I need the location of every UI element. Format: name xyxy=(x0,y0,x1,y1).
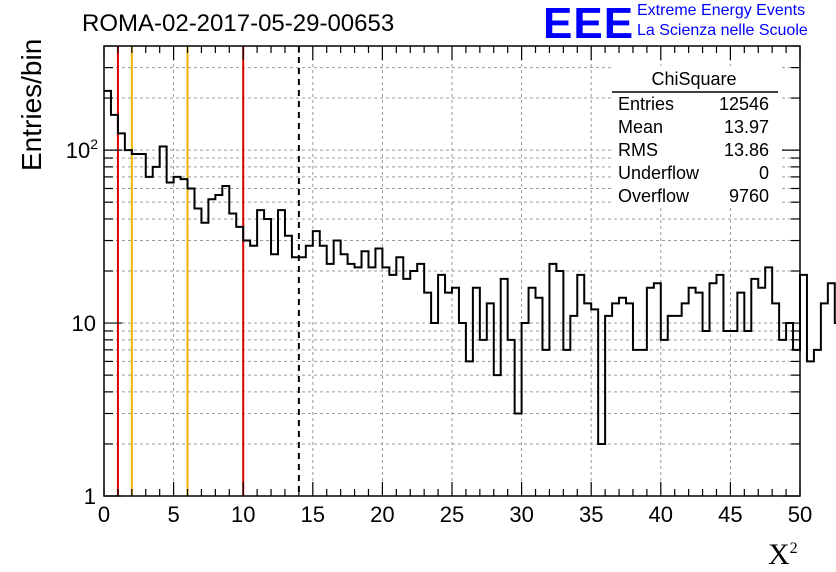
x-tick-label: 25 xyxy=(440,502,464,527)
x-tick-label: 20 xyxy=(370,502,394,527)
axis-ticks xyxy=(103,45,801,497)
y-tick-labels: 1 10 102 xyxy=(66,136,98,509)
stats-value: 9760 xyxy=(729,186,769,206)
eee-logo: EEE xyxy=(543,0,635,48)
stats-box-bg xyxy=(612,66,780,206)
stats-value: 12546 xyxy=(719,94,769,114)
stats-label: Entries xyxy=(618,94,674,114)
x-axis-label: X2 xyxy=(768,538,798,571)
x-tick-label: 45 xyxy=(718,502,742,527)
marker-lines xyxy=(116,46,300,496)
x-tick-label: 50 xyxy=(788,502,812,527)
y-tick-label: 1 xyxy=(84,484,96,509)
stats-value: 13.86 xyxy=(724,140,769,160)
histogram-series xyxy=(104,89,836,445)
stats-value: 0 xyxy=(759,163,769,183)
stats-label: RMS xyxy=(618,140,658,160)
stats-title: ChiSquare xyxy=(651,69,736,89)
x-tick-label: 0 xyxy=(98,502,110,527)
stats-label: Overflow xyxy=(618,186,690,206)
stats-label: Mean xyxy=(618,117,663,137)
x-tick-label: 35 xyxy=(579,502,603,527)
y-tick-label: 10 xyxy=(72,311,96,336)
stats-value: 13.97 xyxy=(724,117,769,137)
x-tick-label: 40 xyxy=(649,502,673,527)
chart-title: ROMA-02-2017-05-29-00653 xyxy=(82,10,395,37)
x-tick-label: 10 xyxy=(231,502,255,527)
x-tick-label: 30 xyxy=(509,502,533,527)
x-tick-label: 5 xyxy=(167,502,179,527)
stats-box: ChiSquare Entries 12546 Mean 13.97 RMS 13.86 Un… xyxy=(612,66,780,206)
x-tick-labels: 0 5 10 15 20 25 30 35 40 45 50 xyxy=(98,502,812,527)
logo-tagline-2: La Scienza nelle Scuole xyxy=(637,22,808,39)
y-tick-label: 102 xyxy=(66,136,98,163)
x-tick-label: 15 xyxy=(301,502,325,527)
logo-tagline-1: Extreme Energy Events xyxy=(637,2,806,19)
stats-label: Underflow xyxy=(618,163,700,183)
